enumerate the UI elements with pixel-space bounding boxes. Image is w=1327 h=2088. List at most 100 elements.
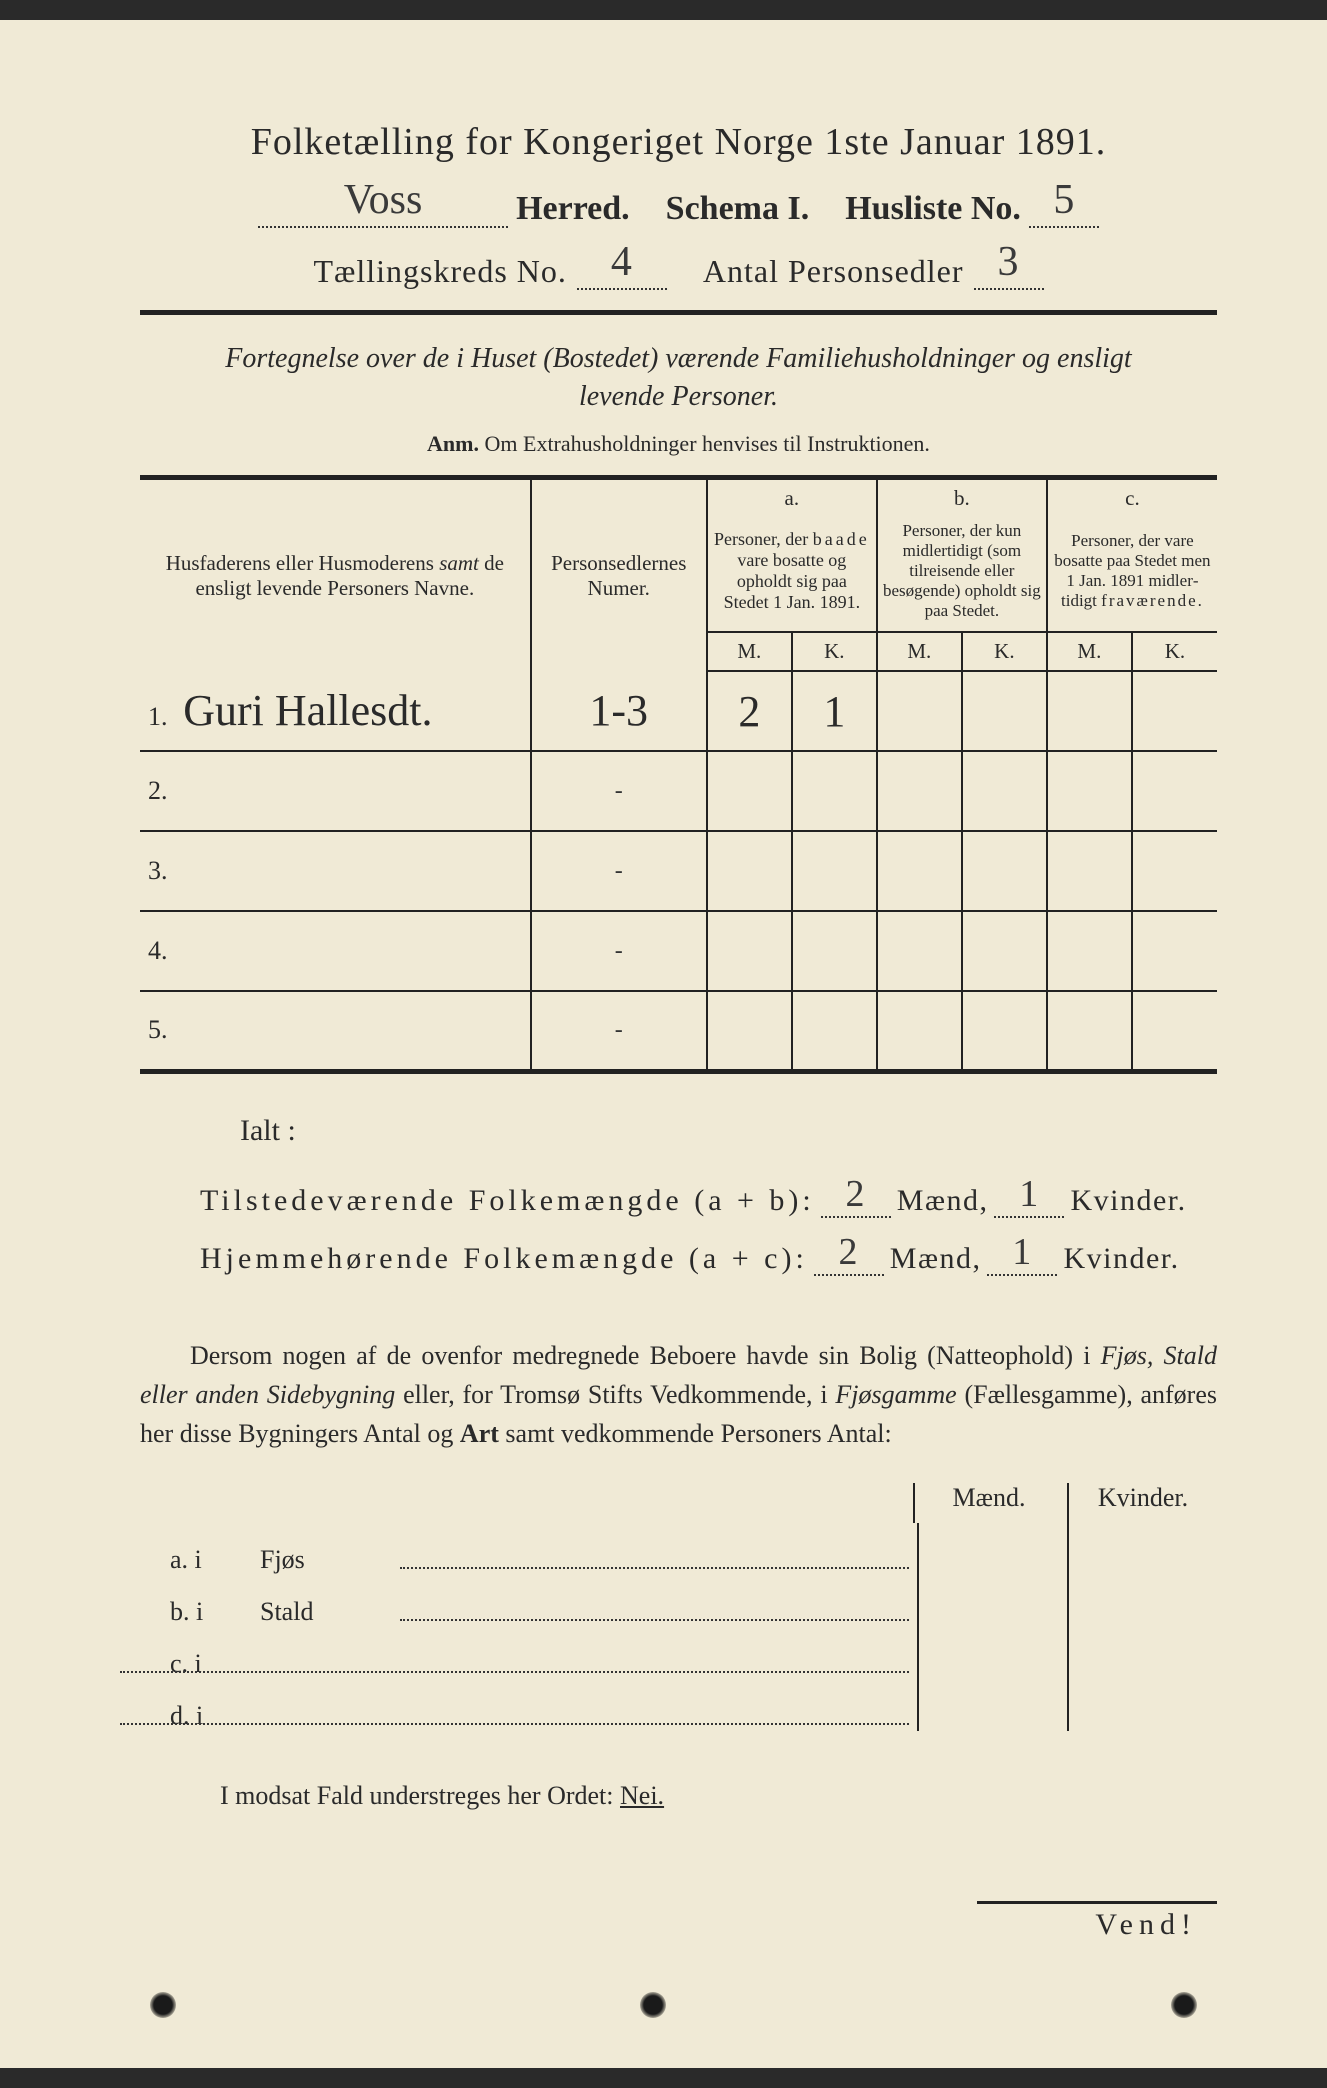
row-num: 1.: [148, 702, 178, 732]
row-a-m: 2: [738, 687, 760, 736]
antal-label: Antal Personsedler: [703, 253, 964, 290]
table-row: 3. -: [140, 831, 1217, 911]
ob-dots: [400, 1619, 909, 1621]
ob-cell-k: [1067, 1523, 1217, 1575]
col-b-header: Personer, der kun midler­tidigt (som til…: [877, 517, 1047, 632]
col-b-letter: b.: [877, 478, 1047, 518]
col-num-header: Personsedlernes Numer.: [531, 478, 707, 672]
herred-field: Voss: [258, 176, 508, 228]
punch-hole-icon: [150, 1992, 176, 2018]
total2-label: Hjemmehørende Folkemængde (a + c):: [200, 1242, 808, 1276]
maend-label: Mænd,: [897, 1184, 989, 1218]
table-row: 2. -: [140, 751, 1217, 831]
mk-b-m: M.: [877, 632, 962, 671]
row-num: 2.: [148, 776, 178, 806]
col-a-header: Personer, der baade vare bo­satte og oph…: [707, 517, 877, 632]
row-num: 5.: [148, 1015, 178, 1045]
col-c-header: Personer, der vare bosatte paa Stedet me…: [1047, 517, 1217, 632]
title-text: Folketælling for Kongeriget Norge 1ste J…: [251, 121, 1107, 163]
mk-a-k: K.: [792, 632, 877, 671]
total2-m-field: 2: [814, 1230, 884, 1276]
ob-cell-m: [917, 1679, 1067, 1731]
ob-header: Mænd. Kvinder.: [140, 1483, 1217, 1523]
ob-row: b. i Stald: [140, 1575, 1217, 1627]
total1-k-field: 1: [994, 1172, 1064, 1218]
row-num: 4.: [148, 936, 178, 966]
ob-lead: a. i: [140, 1545, 260, 1575]
ob-lead: c. i: [140, 1649, 260, 1679]
nei-word: Nei.: [620, 1781, 664, 1810]
col-name-header: Husfaderens eller Husmode­rens samt de e…: [140, 478, 531, 672]
total1-m: 2: [846, 1173, 867, 1215]
ob-cell-k: [1067, 1627, 1217, 1679]
row-a-k: 1: [823, 687, 845, 736]
ob-cell-k: [1067, 1679, 1217, 1731]
rule-1: [140, 310, 1217, 315]
total1-label: Tilstedeværende Folkemængde (a + b):: [200, 1184, 815, 1218]
ob-cell-m: [917, 1523, 1067, 1575]
census-table: Husfaderens eller Husmode­rens samt de e…: [140, 475, 1217, 1074]
document-page: Folketælling for Kongeriget Norge 1ste J…: [0, 20, 1327, 2068]
col-c-letter: c.: [1047, 478, 1217, 518]
ob-dots: [120, 1671, 909, 1673]
schema-label: Schema I.: [666, 190, 810, 228]
antal-value: 3: [998, 239, 1020, 285]
husliste-value: 5: [1053, 177, 1074, 223]
ob-dots: [120, 1723, 909, 1725]
ob-lead: d. i: [140, 1701, 260, 1731]
ob-dots: [400, 1567, 909, 1569]
paragraph: Dersom nogen af de ovenfor medregnede Be…: [140, 1336, 1217, 1453]
row-personnum: -: [615, 778, 623, 804]
row-personnum: 1-3: [589, 686, 648, 735]
kvinder-label: Kvinder.: [1070, 1184, 1186, 1218]
outbuildings-section: Mænd. Kvinder. a. i Fjøs b. i Stald c. i…: [140, 1483, 1217, 1731]
table-header-row-1: Husfaderens eller Husmode­rens samt de e…: [140, 478, 1217, 518]
ob-hdr-k: Kvinder.: [1067, 1483, 1217, 1523]
ob-cell-m: [917, 1627, 1067, 1679]
table-row: 4. -: [140, 911, 1217, 991]
anm-bold: Anm.: [427, 431, 479, 456]
total1-m-field: 2: [821, 1172, 891, 1218]
ialt-label: Ialt :: [240, 1114, 1217, 1148]
table-row: 5. -: [140, 991, 1217, 1071]
col-a-letter: a.: [707, 478, 877, 518]
nei-line: I modsat Fald understreges her Ordet: Ne…: [140, 1781, 1217, 1811]
mk-a-m: M.: [707, 632, 792, 671]
row-personnum: -: [615, 858, 623, 884]
punch-hole-icon: [1171, 1992, 1197, 2018]
total2-k-field: 1: [987, 1230, 1057, 1276]
punch-hole-icon: [640, 1992, 666, 2018]
mk-b-k: K.: [962, 632, 1047, 671]
kreds-field: 4: [577, 238, 667, 290]
total2-m: 2: [839, 1231, 860, 1273]
herred-label: Herred.: [516, 190, 630, 228]
row-personnum: -: [615, 1017, 623, 1043]
total-line-2: Hjemmehørende Folkemængde (a + c): 2 Mæn…: [200, 1230, 1217, 1276]
anm-text: Om Extrahusholdninger henvises til Instr…: [485, 431, 930, 456]
mk-c-k: K.: [1132, 632, 1217, 671]
husliste-field: 5: [1029, 176, 1099, 228]
total-line-1: Tilstedeværende Folkemængde (a + b): 2 M…: [200, 1172, 1217, 1218]
herred-value: Voss: [344, 177, 423, 223]
total1-k: 1: [1019, 1173, 1040, 1215]
mk-c-m: M.: [1047, 632, 1132, 671]
page-title: Folketælling for Kongeriget Norge 1ste J…: [140, 120, 1217, 164]
nei-text: I modsat Fald understreges her Ordet:: [220, 1781, 614, 1810]
row-personnum: -: [615, 938, 623, 964]
ob-cell-k: [1067, 1575, 1217, 1627]
ob-row: c. i: [140, 1627, 1217, 1679]
ob-row: d. i: [140, 1679, 1217, 1731]
header-line-2: Voss Herred. Schema I. Husliste No. 5: [140, 176, 1217, 228]
subtitle-line-1: Fortegnelse over de i Huset (Bostedet) v…: [140, 343, 1217, 375]
header-line-3: Tællingskreds No. 4 Antal Personsedler 3: [140, 238, 1217, 290]
subtitle-line-2: levende Personer.: [140, 381, 1217, 413]
kvinder-label-2: Kvinder.: [1063, 1242, 1179, 1276]
ob-hdr-m: Mænd.: [913, 1483, 1063, 1523]
ob-lead: b. i: [140, 1597, 260, 1627]
antal-field: 3: [974, 238, 1044, 290]
footer-rule: [977, 1901, 1217, 1904]
vend-label: Vend!: [140, 1908, 1217, 1942]
total2-k: 1: [1012, 1231, 1033, 1273]
row-num: 3.: [148, 856, 178, 886]
kreds-label: Tællingskreds No.: [313, 253, 566, 290]
